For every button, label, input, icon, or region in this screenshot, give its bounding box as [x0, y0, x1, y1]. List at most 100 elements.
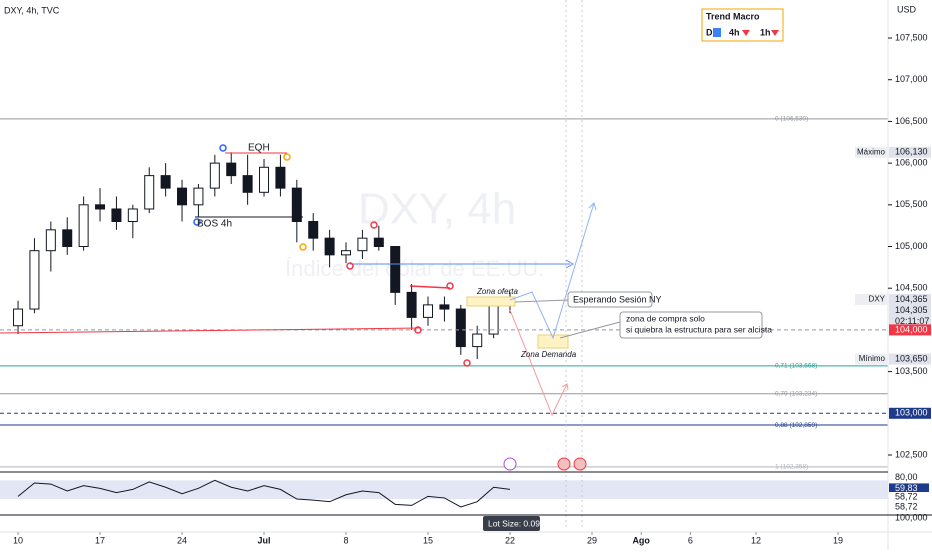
price-tag	[889, 407, 931, 419]
price-tag	[889, 293, 931, 305]
watermark: DXY, 4h	[358, 185, 516, 234]
x-tick-label: 12	[751, 535, 761, 545]
candle-body	[160, 175, 171, 189]
fib-label: 0,71 (103,568)	[775, 363, 817, 370]
x-tick-label: Jul	[258, 535, 271, 545]
candle-body	[144, 175, 155, 210]
indicator-tag	[889, 483, 929, 494]
trend-icon	[742, 30, 750, 36]
x-tick-label: 24	[177, 535, 187, 545]
x-tick-label: 17	[95, 535, 105, 545]
indicator-tag-label: 58,72	[895, 491, 918, 501]
x-tick-label: 29	[587, 535, 597, 545]
candle-body	[95, 204, 106, 210]
indicator-tag-label: 59,83	[895, 483, 918, 493]
projection-down	[509, 309, 568, 417]
annotation: Zona Demanda	[520, 350, 577, 359]
x-tick-label: 22	[505, 535, 515, 545]
candle-body	[242, 175, 253, 193]
price-tag-name: Mínimo	[859, 354, 886, 363]
annotation: zona de compra solo	[626, 313, 705, 323]
x-tick-label: 15	[423, 535, 433, 545]
watermark-subtitle: Índice del dólar de EE.UU.	[285, 256, 544, 281]
plot: 0 (106,530) 0,71 (103,568) 0,79 (103,234) 0…	[0, 116, 888, 508]
candle-body	[373, 237, 384, 248]
x-tick-label: 19	[833, 535, 843, 545]
event-icon[interactable]	[573, 457, 587, 471]
lot-size-box	[483, 516, 540, 531]
callout	[567, 291, 653, 308]
price-tag	[889, 324, 931, 336]
candle-body	[390, 246, 401, 293]
axis-layer: 102,500 103,500 104,500 105,000 105,500 106,0…	[13, 32, 931, 545]
candle-body	[259, 166, 270, 193]
candle-body	[324, 237, 335, 256]
high-line	[409, 285, 451, 289]
candle-body	[177, 187, 188, 206]
candle-body	[209, 162, 220, 189]
price-tag-label: 106,130	[895, 147, 928, 157]
candle-body	[472, 333, 483, 348]
y-tick-label: 105,000	[895, 241, 928, 251]
callout	[619, 311, 763, 339]
indicator-tag-label: 58,72	[895, 501, 918, 511]
indicator-line	[17, 479, 511, 508]
callout-line	[559, 321, 621, 339]
marker	[370, 221, 378, 229]
x-tick-label: 10	[13, 535, 23, 545]
price-tag-name: Máximo	[857, 147, 886, 156]
trend-line	[0, 327, 421, 334]
countdown: 02:11:07	[895, 316, 929, 326]
trend-item: 1h	[760, 27, 771, 37]
y-tick-label: 102,500	[895, 449, 928, 459]
trend-icon	[713, 28, 721, 37]
y-tick-label: 105,500	[895, 199, 928, 209]
y-tick-label: 80,00	[895, 472, 918, 482]
price-tag-label: 104,305	[895, 305, 928, 315]
indicator-tag	[889, 502, 929, 513]
marker	[446, 282, 454, 290]
fib-label: 1 (102,358)	[775, 464, 808, 471]
y-tick-label: 104,500	[895, 283, 928, 293]
candle-body	[111, 208, 122, 222]
price-tag	[889, 304, 931, 316]
arrow	[565, 259, 575, 269]
arrow	[561, 383, 569, 391]
y-tick-label: 103,500	[895, 366, 928, 376]
price-tag-name-box	[855, 146, 887, 158]
candle-body	[357, 237, 368, 252]
countdown-box	[889, 315, 931, 327]
marker	[414, 326, 422, 334]
price-axis	[888, 0, 932, 550]
arrow	[588, 202, 597, 211]
event-icon[interactable]	[557, 457, 571, 471]
price-tag-label: 103,650	[895, 353, 928, 363]
y-tick-label: 106,500	[895, 116, 928, 126]
annotation: BOS 4h	[197, 219, 232, 230]
annotation: si quiebra la estructura para ser alcist…	[626, 324, 772, 334]
price-tag-label: 103,000	[895, 408, 928, 418]
candle-body	[62, 229, 73, 248]
candle-body	[439, 304, 450, 310]
x-tick-label: 6	[688, 535, 693, 545]
y-tick-label: 107,500	[895, 32, 928, 42]
candle-body	[341, 250, 352, 256]
marker	[283, 153, 291, 161]
event-icon[interactable]	[503, 457, 517, 471]
candle-body	[193, 187, 204, 206]
price-tag	[889, 146, 931, 158]
candle-body	[127, 208, 138, 222]
price-tag-label: 104,365	[895, 294, 928, 304]
currency: USD	[897, 4, 917, 14]
marker	[193, 218, 201, 226]
candle-body	[29, 250, 40, 310]
candle-body	[45, 229, 56, 252]
chart-title: DXY, 4h, TVC	[4, 5, 60, 15]
fib-label: 0,88 (102,859)	[775, 422, 817, 429]
candle-body	[455, 308, 466, 348]
price-tag-name: DXY	[869, 295, 886, 304]
scale-note: 100,000	[895, 512, 928, 522]
